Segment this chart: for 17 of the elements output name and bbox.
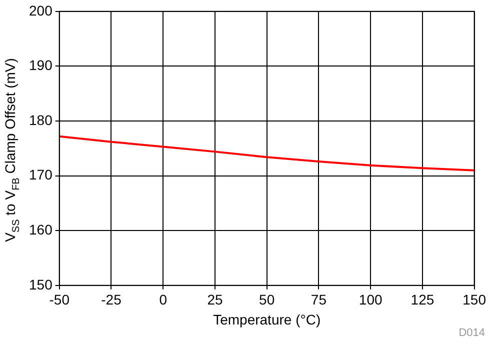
x-tick-label: 50	[259, 292, 275, 308]
x-tick-label: 75	[310, 292, 327, 308]
x-tick-label: 25	[207, 292, 223, 308]
x-axis-title: Temperature (°C)	[213, 311, 321, 328]
x-tick-label: 125	[410, 292, 434, 308]
y-tick-label: 180	[29, 112, 53, 128]
x-tick-label: -50	[49, 292, 70, 308]
y-tick-label: 150	[29, 276, 53, 292]
y-tick-label: 200	[29, 2, 53, 18]
x-tick-label: 0	[159, 292, 168, 308]
x-tick-label: -25	[101, 292, 122, 308]
y-tick-label: 170	[29, 166, 53, 183]
text: D014	[458, 327, 485, 339]
x-tick-label: 100	[358, 292, 382, 308]
x-tick-label: 150	[462, 292, 486, 308]
y-tick-label: 160	[29, 221, 53, 238]
y-tick-label: 190	[29, 57, 53, 74]
